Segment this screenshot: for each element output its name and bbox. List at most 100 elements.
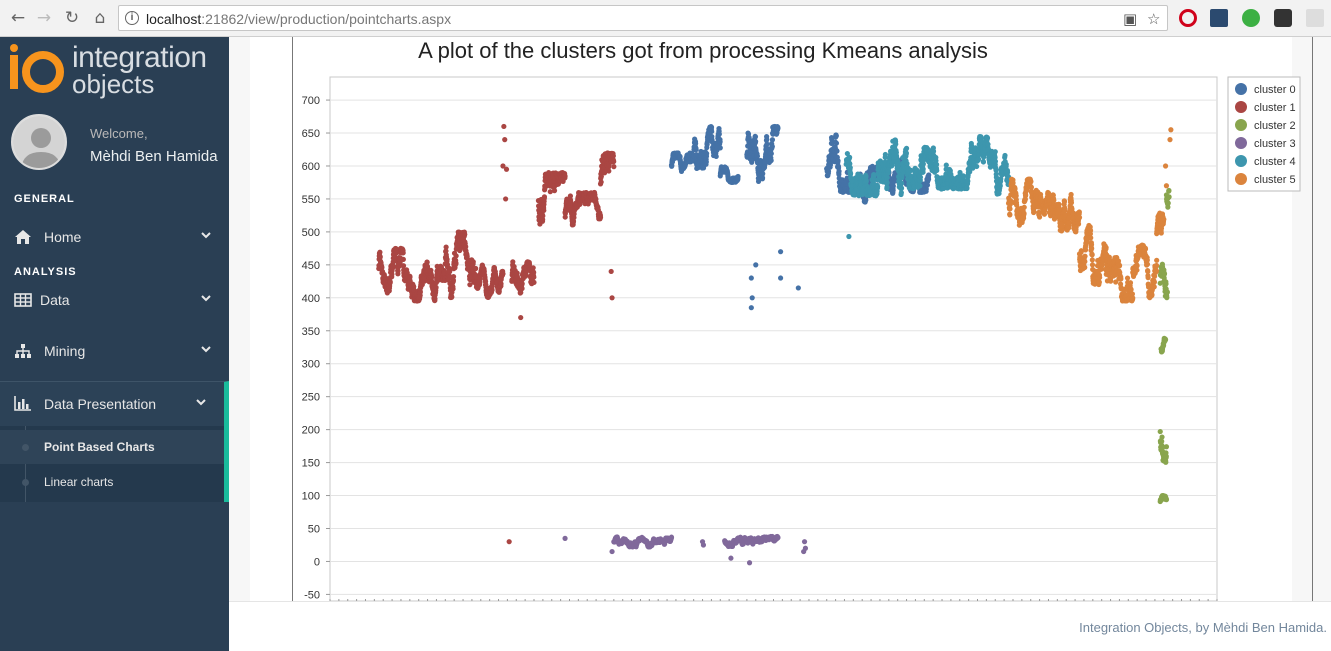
data-point [449,294,455,300]
notification-extension-icon[interactable] [1274,9,1292,27]
data-point [997,183,1003,189]
data-point [501,123,507,130]
y-tick-label: 200 [302,425,320,437]
data-point [903,145,910,151]
data-point [882,154,889,160]
browser-toolbar: ← → ↻ ⌂ i localhost:21862/view/productio… [0,0,1331,37]
data-point [598,179,604,185]
profile-extension-icon[interactable] [1210,9,1228,27]
y-tick-label: 250 [302,392,320,404]
data-point [447,269,453,275]
sidebar-item-data-presentation[interactable]: Data Presentation [0,381,229,426]
data-point [753,138,759,145]
data-point [443,244,449,250]
data-point [608,268,614,275]
translate-icon[interactable]: ▣ [1123,10,1138,28]
data-point [429,274,435,280]
sidebar-item-mining[interactable]: Mining [0,332,229,372]
data-point [974,163,980,170]
y-tick-label: 150 [302,458,320,470]
data-point [453,260,459,266]
y-tick-label: 550 [302,194,320,206]
address-bar[interactable]: i localhost:21862/view/production/pointc… [118,5,1168,31]
data-point [917,174,924,180]
pdf-extension-icon[interactable] [1306,9,1324,27]
y-tick-label: -50 [304,589,320,601]
sidebar-item-label: Data Presentation [44,396,157,412]
series-cluster-1 [376,123,617,545]
data-point [609,548,615,555]
reload-icon[interactable]: ↻ [64,8,80,28]
data-point [710,140,716,146]
data-point [716,131,722,137]
y-tick-label: 500 [302,227,320,239]
submenu-item-point-based-charts[interactable]: Point Based Charts [0,430,224,464]
data-point [609,295,615,301]
data-point [717,139,723,145]
logo-mark-icon [10,44,64,93]
data-point [1163,453,1169,459]
sitemap-icon [15,344,31,358]
data-point [463,243,469,250]
data-point [769,137,776,143]
back-icon[interactable]: ← [10,8,26,28]
data-point [703,159,709,165]
submenu-item-label: Point Based Charts [44,440,155,454]
data-point [764,136,770,143]
data-point [795,285,801,291]
sidebar-item-data[interactable]: Data [0,281,229,321]
data-point [746,560,753,566]
data-point [462,231,468,237]
data-point [1021,204,1027,210]
submenu-item-linear-charts[interactable]: Linear charts [0,465,224,499]
data-point [1021,210,1027,217]
data-point [500,271,506,277]
data-point [450,273,457,280]
data-point [443,248,449,254]
data-point [980,159,987,165]
data-point [390,264,396,270]
data-point [1166,187,1172,194]
data-point [759,175,766,181]
y-tick-label: 50 [308,523,320,535]
forward-icon[interactable]: → [36,8,52,28]
data-point [875,184,881,190]
series-cluster-5 [1005,127,1174,304]
sidebar-item-home[interactable]: Home [0,218,229,258]
data-point [611,158,617,165]
opera-extension-icon[interactable] [1179,9,1197,27]
data-point [1003,161,1009,168]
data-point [749,295,755,301]
data-point [704,150,710,157]
data-point [975,156,982,162]
plot-area-border [329,76,1218,602]
home-icon[interactable]: ⌂ [94,8,106,28]
home-icon [15,230,31,244]
check-extension-icon[interactable] [1242,9,1260,27]
bookmark-star-icon[interactable]: ☆ [1147,10,1161,28]
data-point [893,141,899,147]
data-point [777,275,784,281]
info-icon[interactable]: i [125,11,139,25]
url-text: localhost:21862/view/production/pointcha… [146,11,451,27]
data-point [748,275,754,281]
data-point [884,174,890,181]
data-point [709,128,715,135]
data-point [444,256,450,262]
data-point [597,214,604,221]
data-point [540,213,546,219]
logo-text-integration: integration [72,41,207,74]
data-point [769,143,775,150]
data-point [777,249,784,255]
y-tick-label: 100 [302,491,320,503]
data-point [836,168,842,174]
section-title-analysis: ANALYSIS [14,266,77,278]
y-tick-labels: -500501001502002503003504004505005506006… [302,95,320,601]
data-point [829,136,835,143]
scatter-chart: A plot of the clusters got from processi… [302,38,1301,602]
data-point [834,148,840,154]
data-point [1010,180,1016,186]
data-point [411,284,417,290]
logo[interactable]: integration objects [8,41,223,99]
data-point [992,158,999,164]
